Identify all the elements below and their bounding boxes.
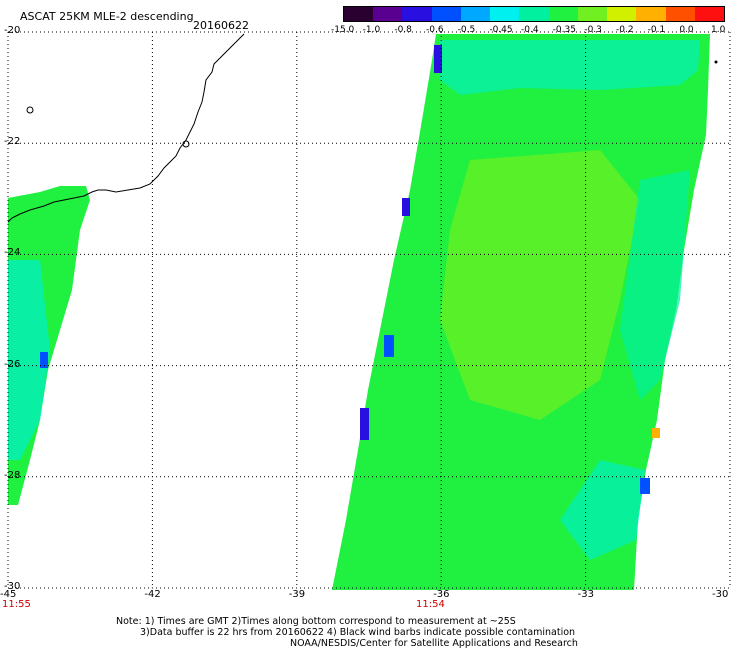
lon-label: -42	[144, 589, 161, 600]
colorbar-swatch	[519, 7, 549, 21]
lon-label: -39	[288, 589, 306, 600]
lat-label: -24	[4, 247, 21, 259]
colorbar-label: -0.35	[552, 25, 576, 35]
swath-east-orange	[652, 428, 660, 438]
colorbar-label: -0.8	[394, 25, 412, 35]
swath-east-blue-1	[434, 45, 442, 73]
lon-label: -33	[577, 589, 594, 600]
colorbar-label: -15.0	[331, 25, 355, 35]
colorbar-label: 1.0	[711, 25, 726, 35]
colorbar-label: -0.1	[647, 25, 666, 35]
colorbar-label: -0.6	[426, 25, 444, 35]
note-line-3: NOAA/NESDIS/Center for Satellite Applica…	[290, 638, 578, 649]
colorbar-swatch	[490, 7, 520, 21]
time-center: 11:54	[416, 599, 445, 610]
island-3	[714, 60, 718, 64]
swath-east-blue-4	[360, 408, 369, 440]
map-title: ASCAT 25KM MLE-2 descending	[20, 10, 194, 23]
colorbar-label: -0.4	[521, 25, 539, 35]
colorbar-swatch	[694, 7, 725, 21]
coastline	[7, 33, 245, 223]
swath-east-cyan-right	[620, 170, 690, 400]
swath-west-cyan	[8, 260, 50, 460]
island-1	[26, 106, 34, 114]
colorbar-swatch	[431, 7, 461, 21]
colorbar-label: -0.3	[584, 25, 602, 35]
swath-east-cyan-bottom	[560, 460, 645, 560]
colorbar-label: -0.2	[616, 25, 634, 35]
colorbar-swatch	[665, 7, 695, 21]
swath-east-cyan-top	[440, 40, 700, 95]
lon-label: -45	[0, 589, 17, 600]
note-line-1: Note: 1) Times are GMT 2)Times along bot…	[116, 616, 516, 627]
lat-label: -26	[4, 358, 21, 370]
swath-east-blue-5	[640, 478, 650, 494]
colorbar-swatch	[344, 7, 374, 21]
lat-label: -28	[4, 469, 21, 481]
colorbar-swatch	[373, 7, 403, 21]
lat-label: -20	[4, 25, 21, 36]
lon-label: -30	[712, 589, 729, 600]
map-date: 20160622	[193, 19, 249, 32]
colorbar-label: -1.0	[362, 25, 381, 35]
swath-east-blue-3	[384, 335, 394, 357]
lat-label: -22	[4, 136, 21, 148]
colorbar-labels: -15.0 -1.0 -0.8 -0.6 -0.5 -0.45 -0.4 -0.35 -0.3 -…	[331, 25, 731, 37]
graticule	[7, 31, 731, 589]
swath-east-blue-2	[402, 198, 410, 216]
colorbar-swatch	[460, 7, 491, 21]
time-left: 11:55	[2, 599, 31, 610]
colorbar-swatch	[402, 7, 432, 21]
colorbar-label: 0.0	[679, 25, 694, 35]
colorbar-swatch	[636, 7, 666, 21]
colorbar-swatch	[577, 7, 608, 21]
colorbar-label: -0.5	[457, 25, 476, 35]
colorbar-swatch	[607, 7, 637, 21]
colorbar-label: -0.45	[489, 25, 513, 35]
lat-label: -30	[4, 581, 21, 592]
lon-label: -36	[433, 589, 450, 600]
swath-west-blue	[40, 352, 48, 368]
colorbar-swatch	[548, 7, 578, 21]
island-2	[182, 140, 190, 148]
colorbar	[343, 6, 725, 22]
note-line-2: 3)Data buffer is 22 hrs from 20160622 4)…	[140, 627, 576, 638]
swath-east-yellow-mid	[440, 150, 640, 420]
